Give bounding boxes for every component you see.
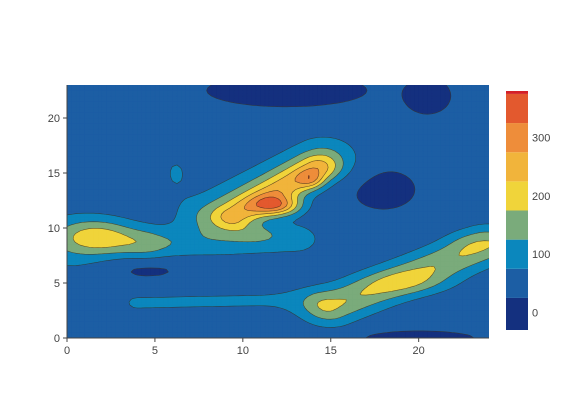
colorbar-tick-label: 0 — [532, 308, 538, 320]
x-tick-label: 20 — [413, 345, 425, 357]
colorbar-tick-label: 200 — [532, 191, 550, 203]
y-tick-label: 20 — [48, 113, 60, 125]
y-tick-label: 10 — [48, 223, 60, 235]
x-tick-label: 10 — [237, 345, 249, 357]
contour-fills — [67, 85, 489, 338]
x-tick-label: 15 — [325, 345, 337, 357]
colorbar-swatch-1 — [506, 268, 528, 298]
x-tick-label: 0 — [64, 345, 70, 357]
y-tick-label: 15 — [48, 168, 60, 180]
y-tick-label: 5 — [54, 278, 60, 290]
colorbar-swatch-7 — [506, 93, 528, 124]
y-tick-label: 0 — [54, 333, 60, 345]
colorbar-swatch-5 — [506, 152, 528, 182]
colorbar: 0 100 200 300 — [506, 91, 550, 330]
contour-band-1 — [67, 85, 489, 338]
colorbar-swatch-2 — [506, 239, 528, 269]
colorbar-swatch-8 — [506, 91, 528, 94]
x-tick-label: 5 — [152, 345, 158, 357]
colorbar-tick-label: 300 — [532, 133, 550, 145]
colorbar-swatch-6 — [506, 123, 528, 153]
colorbar-swatch-4 — [506, 181, 528, 211]
axes: 0 5 10 15 20 0 5 10 15 20 — [48, 85, 489, 357]
colorbar-swatch-0 — [506, 297, 528, 330]
colorbar-swatch-3 — [506, 210, 528, 240]
colorbar-tick-label: 100 — [532, 249, 550, 261]
